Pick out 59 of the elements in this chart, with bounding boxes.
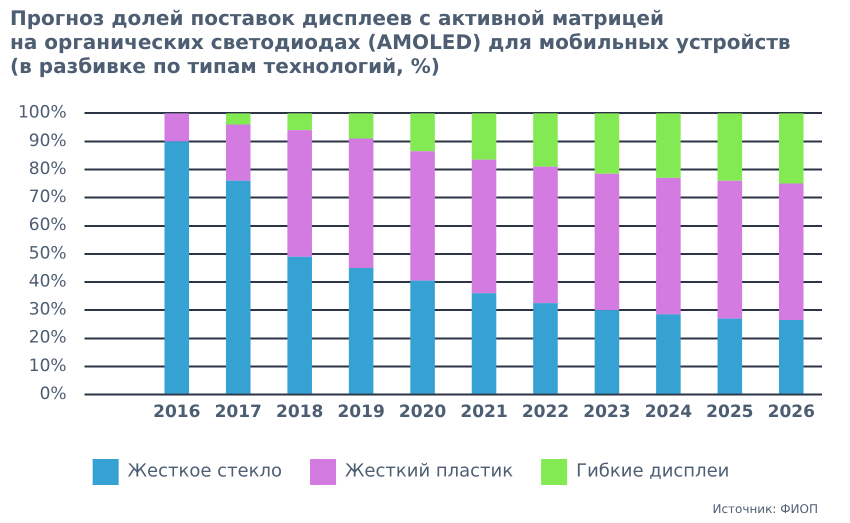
- bar: [164, 113, 190, 142]
- bar: [594, 310, 620, 394]
- bar: [656, 178, 681, 314]
- bar: [348, 113, 374, 139]
- bar: [410, 280, 435, 394]
- x-tick-label: 2026: [768, 402, 815, 422]
- bar: [778, 320, 804, 394]
- y-tick-label: 70%: [28, 187, 67, 208]
- bar: [533, 113, 558, 167]
- bar: [656, 314, 681, 394]
- x-tick-label: 2022: [522, 402, 570, 422]
- x-tick-label: 2017: [214, 402, 262, 422]
- y-tick-label: 20%: [28, 328, 67, 348]
- bar: [348, 268, 374, 394]
- bar: [410, 113, 435, 152]
- y-tick-label: 90%: [28, 130, 67, 151]
- bar: [594, 174, 620, 310]
- x-tick-label: 2021: [460, 402, 508, 422]
- x-tick-label: 2020: [398, 402, 446, 422]
- bar: [164, 141, 190, 394]
- bar: [472, 113, 496, 160]
- legend-label: Жесткое стекло: [128, 460, 282, 482]
- legend-label: Гибкие дисплеи: [576, 460, 730, 482]
- x-tick-label: 2018: [276, 402, 324, 422]
- bar: [533, 303, 558, 394]
- y-tick-label: 10%: [28, 356, 67, 376]
- text: Источник: ФИОП: [712, 502, 818, 516]
- bar: [226, 180, 251, 394]
- bar: [718, 318, 742, 394]
- y-tick-label: 80%: [28, 158, 67, 179]
- y-tick-label: 40%: [28, 271, 67, 292]
- bar: [226, 124, 251, 181]
- x-tick-label: 2019: [337, 402, 385, 422]
- y-tick-label: 60%: [28, 215, 67, 236]
- bar: [287, 256, 312, 394]
- y-tick-label: 100%: [18, 102, 67, 123]
- bar: [226, 113, 251, 124]
- chart-title: Прогноз долей поставок дисплеев с активной матрицей на органических светодиодах (AMOLED) для мобильных устройств (в разбивке по типам технологий, %): [10, 6, 791, 78]
- x-tick-label: 2016: [153, 402, 200, 422]
- bar: [718, 113, 742, 181]
- bar: [472, 160, 496, 294]
- y-tick-label: 30%: [28, 300, 67, 320]
- bar: [287, 130, 312, 257]
- bar: [656, 113, 681, 178]
- y-tick-label: 0%: [40, 384, 67, 404]
- legend-label: Жесткий пластик: [345, 460, 514, 482]
- y-tick-label: 50%: [28, 243, 67, 264]
- x-tick-label: 2024: [644, 402, 692, 422]
- bar: [472, 293, 496, 394]
- bar: [778, 184, 804, 320]
- x-tick-label: 2023: [583, 402, 631, 422]
- bar: [533, 166, 558, 304]
- bar: [410, 151, 435, 281]
- bar: [348, 138, 374, 268]
- bar: [594, 113, 620, 174]
- bar: [287, 113, 312, 130]
- bar: [778, 113, 804, 184]
- x-tick-label: 2025: [706, 402, 754, 422]
- bar: [718, 180, 742, 319]
